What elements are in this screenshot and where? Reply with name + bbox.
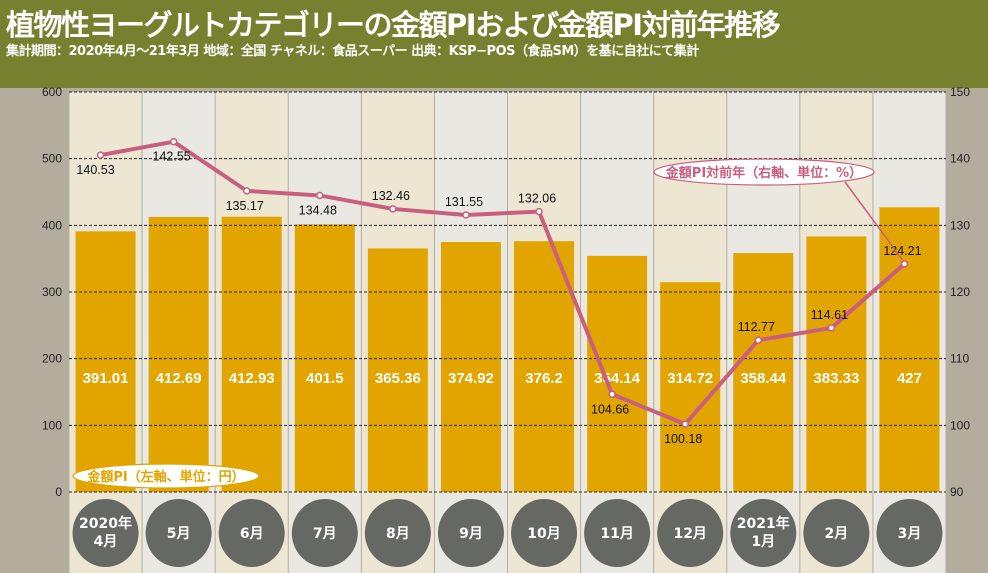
category-badge xyxy=(584,499,651,567)
bar-label: 383.33 xyxy=(813,370,859,387)
line-point xyxy=(389,205,397,213)
category-badge xyxy=(657,499,724,567)
category-label: 7月 xyxy=(313,526,337,542)
line-point xyxy=(681,420,689,428)
left-axis-tick: 400 xyxy=(42,218,62,232)
category-badge xyxy=(72,499,139,567)
right-axis-tick: 150 xyxy=(950,85,970,99)
line-point xyxy=(535,207,543,216)
category-badge xyxy=(803,499,870,567)
category-badge xyxy=(364,499,431,567)
bar xyxy=(660,282,721,492)
bar-label: 374.92 xyxy=(448,370,494,387)
line-legend-bubble xyxy=(653,158,875,186)
category-label: 11月 xyxy=(600,526,633,542)
category-label: 2月 xyxy=(825,526,849,542)
bar-label: 376.2 xyxy=(525,370,563,387)
left-axis-tick: 300 xyxy=(42,285,62,299)
line-label: 100.18 xyxy=(664,432,702,446)
line-label: 132.06 xyxy=(518,192,556,206)
line-series xyxy=(100,139,906,427)
line-point xyxy=(242,187,251,195)
line-label: 140.53 xyxy=(76,163,114,177)
bar xyxy=(879,207,940,493)
category-label: 6月 xyxy=(240,526,264,542)
bar xyxy=(733,253,794,492)
left-axis-tick: 600 xyxy=(42,85,62,99)
bar-legend-bubble xyxy=(72,463,260,489)
right-axis-tick: 120 xyxy=(950,285,970,299)
line-label: 114.61 xyxy=(811,308,848,322)
category-badge xyxy=(511,499,578,567)
line-label: 142.55 xyxy=(153,150,191,164)
category-badge xyxy=(291,499,358,567)
bar-label: 314.72 xyxy=(667,370,713,387)
bar xyxy=(221,216,282,493)
bar xyxy=(367,248,428,492)
line-label: 131.55 xyxy=(445,195,483,209)
bar xyxy=(587,255,648,492)
bar xyxy=(148,216,209,492)
left-axis-tick: 0 xyxy=(55,485,62,499)
line-point xyxy=(96,151,105,159)
line-point xyxy=(754,336,763,344)
bar-legend: 金額PI（左軸、単位：円） xyxy=(86,469,244,485)
right-axis-tick: 90 xyxy=(950,485,964,499)
chart-title: 植物性ヨーグルトカテゴリーの金額PIおよび金額PI対前年推移 xyxy=(6,8,781,42)
category-label: 8月 xyxy=(386,526,410,542)
line-point xyxy=(316,191,324,200)
bar-label: 427 xyxy=(897,370,922,387)
line-label: 104.66 xyxy=(591,402,629,416)
line-point xyxy=(608,390,616,399)
bar-label: 412.93 xyxy=(229,370,275,387)
chart-subtitle: 集計期間：2020年4月～21年3月 地域：全国 チャネル：食品スーパー 出典：… xyxy=(6,44,699,59)
right-axis-tick: 100 xyxy=(950,418,970,432)
line-label: 135.17 xyxy=(226,199,264,213)
bar-label: 365.36 xyxy=(375,370,421,387)
category-label: 4月 xyxy=(94,534,118,550)
line-label: 124.21 xyxy=(883,244,921,258)
line-point xyxy=(827,324,836,332)
bar xyxy=(806,236,867,492)
category-badge xyxy=(876,499,943,567)
line-label: 132.46 xyxy=(372,189,410,203)
bar xyxy=(440,242,501,492)
category-badge xyxy=(437,499,504,567)
left-axis-tick: 100 xyxy=(42,418,62,432)
category-label: 12月 xyxy=(673,526,706,542)
bar-label: 358.44 xyxy=(740,370,787,387)
category-label: 3月 xyxy=(898,526,922,542)
bar xyxy=(514,241,575,492)
header: 植物性ヨーグルトカテゴリーの金額PIおよび金額PI対前年推移 集計期間：2020… xyxy=(0,0,988,88)
line-label: 134.48 xyxy=(299,203,337,217)
left-axis-tick: 500 xyxy=(42,152,62,166)
bar xyxy=(75,231,136,492)
line-label: 112.77 xyxy=(738,320,775,334)
category-label: 5月 xyxy=(167,526,191,542)
right-axis-tick: 110 xyxy=(950,352,969,366)
line-point xyxy=(900,260,909,268)
category-label: 2020年 xyxy=(79,515,132,532)
bar-label: 401.5 xyxy=(306,370,344,387)
category-badge xyxy=(145,499,212,567)
category-badge xyxy=(218,499,285,567)
bar-label: 412.69 xyxy=(156,370,202,387)
bar-label: 391.01 xyxy=(83,370,129,387)
category-label: 2021年 xyxy=(737,515,790,532)
left-axis-tick: 200 xyxy=(42,352,62,366)
legend-pointer xyxy=(844,181,904,261)
line-legend: 金額PI対前年（右軸、単位：%） xyxy=(665,165,862,181)
category-badge xyxy=(730,499,797,567)
right-axis-tick: 130 xyxy=(950,218,970,232)
line-point xyxy=(462,211,470,219)
category-label: 9月 xyxy=(459,526,483,542)
right-axis-tick: 140 xyxy=(950,152,970,166)
category-label: 1月 xyxy=(751,534,775,550)
line-point xyxy=(169,137,178,146)
category-label: 10月 xyxy=(527,526,560,542)
bar-label: 354.14 xyxy=(594,370,641,387)
